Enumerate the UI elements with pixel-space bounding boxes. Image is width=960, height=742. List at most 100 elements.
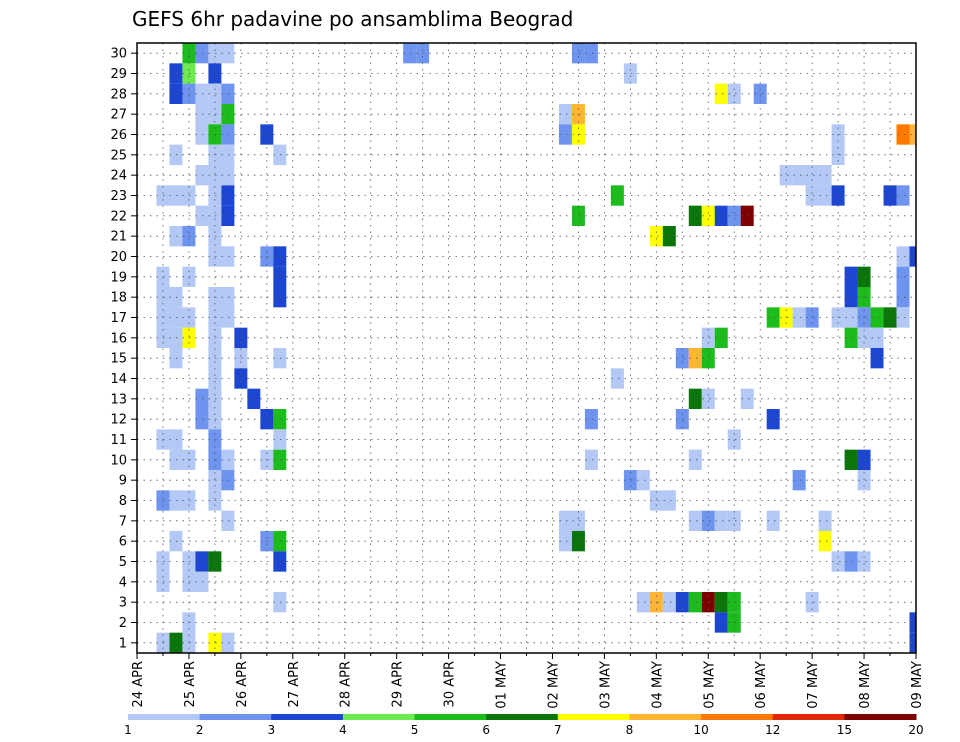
colorbar-swatch [701, 714, 774, 720]
precip-cell [662, 226, 676, 247]
heatmap-cells [156, 43, 916, 653]
precip-cell [169, 632, 183, 653]
y-tick-label: 20 [110, 250, 127, 265]
precip-cell [649, 226, 663, 247]
precip-cell [844, 307, 858, 328]
precip-cell [156, 185, 170, 206]
precip-cell [701, 510, 715, 531]
colorbar-label: 1 [124, 723, 132, 737]
precip-cell [195, 165, 209, 186]
y-tick-label: 11 [110, 433, 127, 448]
precip-cell [818, 185, 832, 206]
precip-cell [675, 409, 689, 430]
precip-cell [195, 124, 209, 145]
precip-cell [208, 470, 222, 491]
colorbar-label: 8 [626, 723, 634, 737]
precip-cell [273, 592, 287, 613]
precip-cell [234, 368, 248, 389]
precip-cell [909, 124, 916, 145]
y-tick-label: 14 [110, 372, 127, 387]
precip-cell [701, 205, 715, 226]
precip-cell [208, 388, 222, 409]
precip-cell [740, 205, 754, 226]
precip-cell [182, 632, 196, 653]
precip-cell [208, 104, 222, 125]
precip-cell [273, 551, 287, 572]
y-tick-label: 7 [119, 514, 127, 529]
precip-cell [636, 592, 650, 613]
precip-cell [169, 63, 183, 84]
precip-cell [169, 287, 183, 308]
y-tick-label: 16 [110, 331, 127, 346]
colorbar-swatch [414, 714, 487, 720]
y-tick-label: 15 [110, 352, 127, 367]
precip-cell [844, 449, 858, 470]
precip-cell [221, 287, 235, 308]
x-tick-label: 30 APR [443, 661, 458, 707]
precip-cell [623, 63, 637, 84]
colorbar-swatch [271, 714, 344, 720]
x-tick-label: 06 MAY [754, 661, 769, 709]
precip-cell [169, 429, 183, 450]
y-axis: 1234567891011121314151617181920212223242… [110, 47, 137, 651]
precip-cell [195, 409, 209, 430]
precip-cell [584, 43, 598, 64]
precip-cell [182, 185, 196, 206]
precip-cell [753, 83, 767, 104]
precip-cell [221, 144, 235, 165]
precip-cell [260, 531, 274, 552]
precip-cell [909, 632, 916, 653]
y-tick-label: 12 [110, 413, 127, 428]
colorbar-swatch [199, 714, 272, 720]
colorbar-swatch [128, 714, 201, 720]
y-tick-label: 22 [110, 209, 127, 224]
x-tick-label: 05 MAY [702, 661, 717, 709]
colorbar-swatch [772, 714, 845, 720]
precip-cell [714, 612, 728, 633]
precip-cell [208, 246, 222, 267]
precip-cell [182, 83, 196, 104]
precip-cell [805, 185, 819, 206]
precip-cell [883, 185, 897, 206]
precip-cell [221, 307, 235, 328]
x-tick-label: 26 APR [235, 661, 250, 707]
y-tick-label: 23 [110, 189, 127, 204]
precip-cell [571, 510, 585, 531]
precip-cell [208, 43, 222, 64]
precip-cell [221, 246, 235, 267]
precip-cell [273, 266, 287, 287]
x-tick-label: 29 APR [391, 661, 406, 707]
colorbar-swatch [342, 714, 416, 720]
y-tick-label: 10 [110, 453, 127, 468]
precip-cell [182, 327, 196, 348]
y-tick-label: 5 [119, 555, 127, 570]
precip-cell [195, 83, 209, 104]
x-tick-label: 01 MAY [495, 661, 510, 709]
precip-cell [805, 165, 819, 186]
precip-cell [662, 490, 676, 511]
precip-cell [844, 266, 858, 287]
y-tick-label: 9 [119, 474, 127, 489]
precip-cell [169, 490, 183, 511]
precip-cell [221, 470, 235, 491]
precip-cell [688, 449, 702, 470]
precip-cell [182, 490, 196, 511]
precip-cell [831, 185, 845, 206]
precip-cell [273, 348, 287, 369]
precip-cell [896, 124, 910, 145]
precip-cell [857, 470, 871, 491]
precip-cell [558, 124, 572, 145]
precip-cell [818, 165, 832, 186]
precip-cell [195, 551, 209, 572]
precip-cell [169, 531, 183, 552]
precip-cell [714, 205, 728, 226]
y-tick-label: 8 [119, 494, 127, 509]
precip-cell [766, 409, 780, 430]
precip-cell [169, 144, 183, 165]
y-tick-label: 27 [110, 108, 127, 123]
precip-cell [195, 571, 209, 592]
precip-cell [701, 388, 715, 409]
precip-cell [156, 266, 170, 287]
precip-cell [727, 205, 741, 226]
precip-cell [221, 43, 235, 64]
